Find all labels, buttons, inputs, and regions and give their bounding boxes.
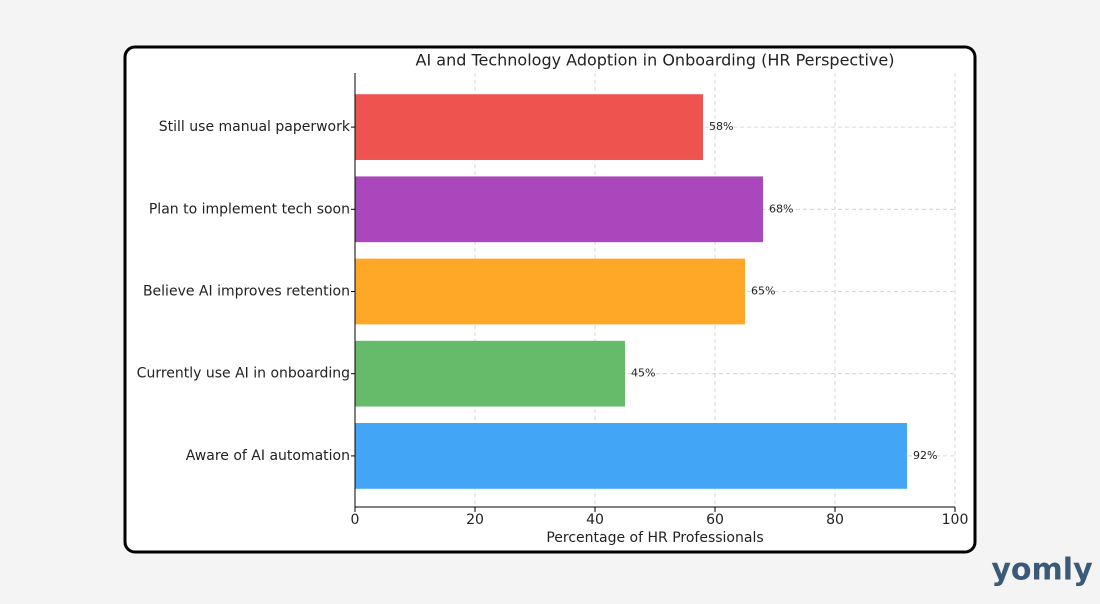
x-axis-label: Percentage of HR Professionals (546, 530, 763, 546)
bar (355, 94, 703, 160)
data-label: 65% (751, 285, 775, 298)
x-tick-label: 60 (706, 512, 724, 528)
data-label: 58% (709, 120, 733, 133)
data-label: 68% (769, 202, 793, 215)
chart-title: AI and Technology Adoption in Onboarding… (416, 51, 895, 70)
data-label: 92% (913, 449, 937, 462)
x-tick-label: 20 (466, 512, 484, 528)
y-tick-label: Believe AI improves retention (143, 284, 350, 300)
y-tick-label: Still use manual paperwork (159, 119, 351, 135)
y-tick-label: Plan to implement tech soon (149, 201, 350, 217)
data-label: 45% (631, 367, 655, 380)
logo: yomly (991, 553, 1093, 588)
bar (355, 176, 763, 243)
x-tick-label: 0 (351, 512, 360, 528)
bar (355, 258, 745, 325)
bar (355, 423, 907, 489)
x-tick-label: 80 (826, 512, 844, 528)
y-tick-label: Currently use AI in onboarding (137, 366, 350, 382)
x-tick-label: 100 (942, 512, 969, 528)
x-tick-label: 40 (586, 512, 604, 528)
bar (355, 340, 625, 407)
y-tick-label: Aware of AI automation (186, 448, 350, 464)
